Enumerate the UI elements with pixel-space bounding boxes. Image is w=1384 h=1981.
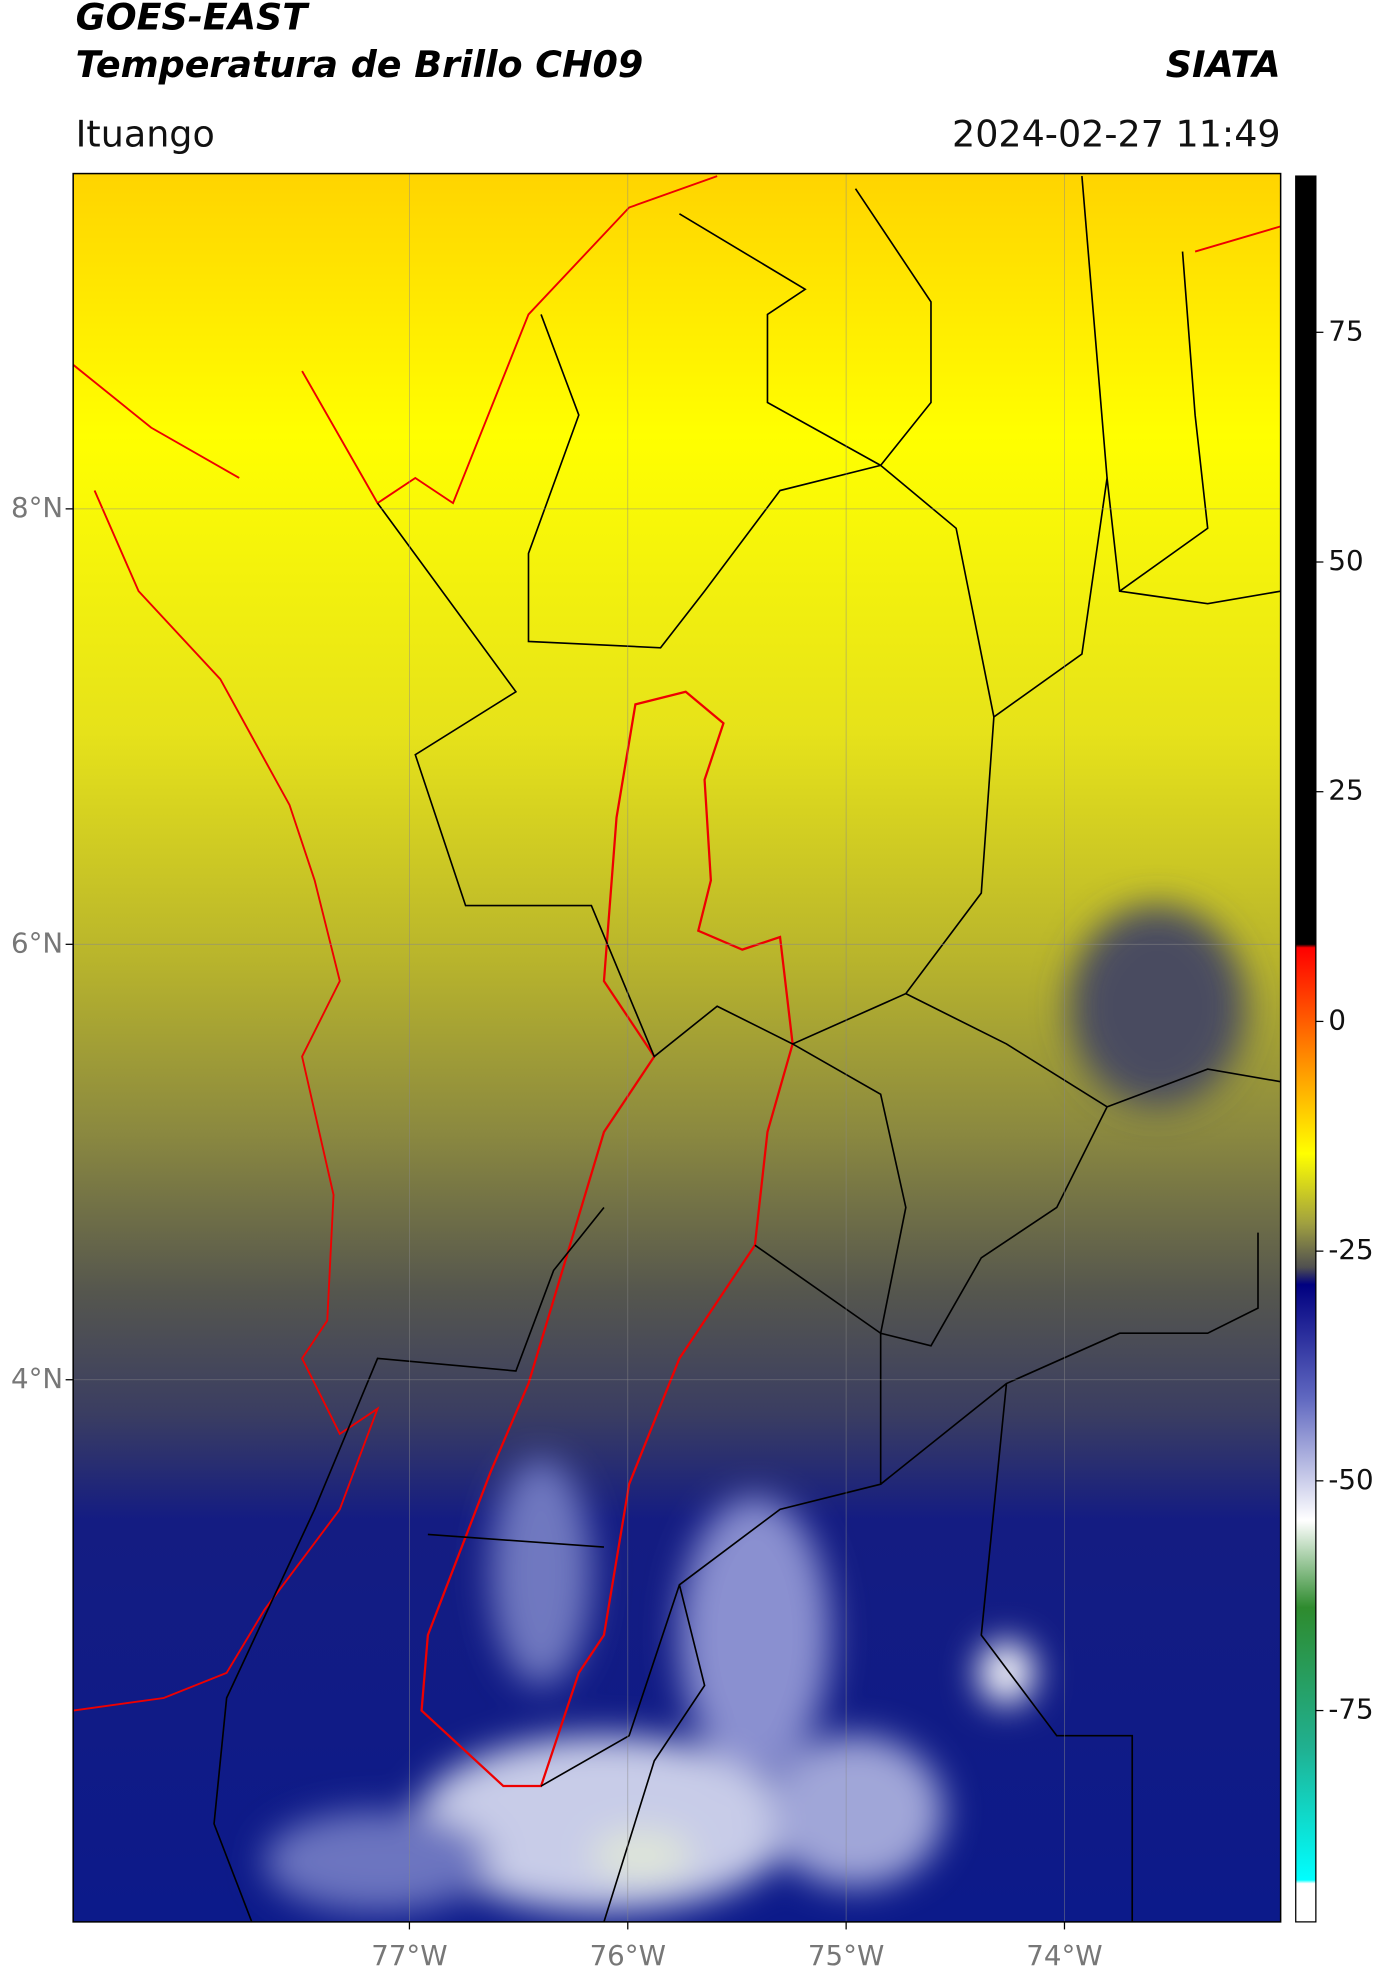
boundaries <box>213 176 1281 1922</box>
lat-tick-label: 6°N <box>11 926 63 959</box>
graticule <box>73 173 1281 1922</box>
colorbar-tick-label: 50 <box>1328 544 1363 577</box>
subtitle: Temperatura de Brillo CH09 <box>76 43 644 86</box>
map <box>73 173 1281 1922</box>
lon-tick-label: 74°W <box>1026 1939 1102 1972</box>
source: SIATA <box>1166 43 1281 86</box>
colorbar-tick-label: -75 <box>1328 1693 1373 1726</box>
cloud-field <box>264 905 1246 1912</box>
colorbar-tick-label: -25 <box>1328 1233 1373 1266</box>
title: GOES-EAST <box>76 0 311 38</box>
lat-tick-label: 8°N <box>11 491 63 524</box>
colorbar-tick-label: -50 <box>1328 1463 1373 1496</box>
lon-tick-label: 76°W <box>590 1939 666 1972</box>
lon-tick-label: 75°W <box>808 1939 884 1972</box>
timestamp: 2024-02-27 11:49 <box>952 112 1281 155</box>
colorbar-tick-label: 75 <box>1328 314 1363 347</box>
map-frame <box>72 172 1282 1923</box>
ituango-region <box>420 690 794 1788</box>
lat-tick-label: 4°N <box>11 1362 63 1395</box>
colorbar-tick-label: 25 <box>1328 774 1363 807</box>
lon-tick-label: 77°W <box>371 1939 447 1972</box>
colorbar <box>1295 175 1317 1923</box>
region: Ituango <box>76 112 215 155</box>
coastline <box>73 175 1281 1712</box>
colorbar-tick-label: 0 <box>1328 1003 1346 1036</box>
